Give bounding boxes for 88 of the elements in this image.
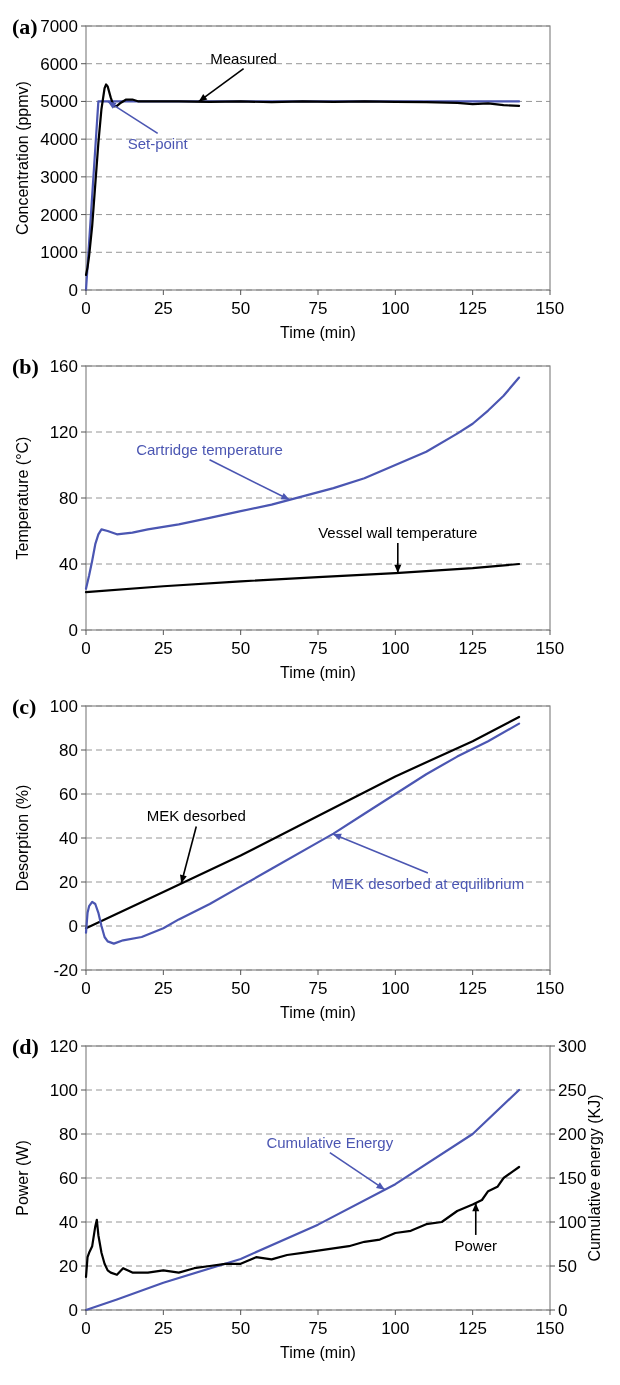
x-tick-label: 0 — [81, 639, 91, 658]
chart-title: (b) — [12, 354, 39, 379]
y2-tick-label: 0 — [558, 1300, 568, 1320]
legend-label: Power — [454, 1236, 498, 1254]
y2-tick-label: 100 — [558, 1212, 587, 1232]
y-tick-label: 5000 — [40, 92, 78, 112]
y-tick-label: 80 — [59, 740, 78, 760]
y2-axis-title: Cumulative energy (KJ) — [586, 1094, 603, 1262]
y-tick-label: 40 — [59, 554, 78, 574]
x-tick-label: 25 — [153, 299, 173, 318]
line-series — [84, 376, 521, 590]
x-axis-title: Time (min) — [280, 1344, 356, 1361]
y-axis-title: Temperature (°C) — [14, 436, 31, 560]
x-tick-label: 75 — [308, 639, 328, 658]
x-tick-label: 25 — [153, 639, 173, 658]
y-axis-title: Concentration (ppmv) — [14, 81, 31, 235]
x-tick-label: 0 — [81, 1319, 91, 1338]
x-tick-label: 100 — [381, 639, 410, 658]
y-tick-label: 160 — [49, 356, 78, 376]
line-series — [84, 83, 521, 277]
y2-tick-label: 150 — [558, 1168, 587, 1188]
y-tick-label: 0 — [68, 620, 78, 640]
x-tick-label: 125 — [458, 299, 487, 318]
x-tick-label: 50 — [231, 299, 251, 318]
line-series — [84, 1165, 521, 1279]
x-tick-label: 125 — [458, 1319, 487, 1338]
x-tick-label: 0 — [81, 299, 91, 318]
x-tick-label: 150 — [535, 1319, 565, 1338]
y-tick-label: 20 — [59, 1256, 78, 1276]
x-axis-title: Time (min) — [280, 1004, 356, 1021]
legend-label: Set-point — [127, 135, 189, 153]
series-label: Vessel wall temperature — [318, 523, 478, 541]
x-tick-label: 50 — [231, 979, 251, 998]
y-tick-label: 1000 — [40, 243, 78, 263]
series-label: Cumulative Energy — [266, 1133, 394, 1151]
x-tick-label: 75 — [308, 1319, 328, 1338]
x-tick-label: 75 — [308, 979, 328, 998]
y2-tick-label: 300 — [558, 1036, 587, 1056]
y2-tick-label: 50 — [558, 1256, 577, 1276]
y-tick-label: 100 — [49, 1080, 78, 1100]
x-tick-label: 50 — [231, 1319, 251, 1338]
x-tick-label: 150 — [535, 299, 565, 318]
y-tick-label: 40 — [59, 1212, 78, 1232]
text: Measured — [210, 49, 277, 67]
y-tick-label: 3000 — [40, 167, 78, 187]
y-tick-label: 6000 — [40, 54, 78, 74]
chart-title: (d) — [12, 1034, 39, 1059]
y2-tick-label: 250 — [558, 1080, 587, 1100]
y-tick-label: 7000 — [40, 16, 78, 36]
x-tick-label: 0 — [81, 979, 91, 998]
y-tick-label: 80 — [59, 1124, 78, 1144]
y-tick-label: 0 — [68, 916, 78, 936]
x-tick-label: 25 — [153, 1319, 173, 1338]
y-tick-label: 20 — [59, 872, 78, 892]
chart-title: (a) — [12, 14, 38, 39]
y-tick-label: 60 — [59, 784, 78, 804]
x-tick-label: 125 — [458, 979, 487, 998]
x-tick-label: 100 — [381, 1319, 410, 1338]
text: Cartridge temperature — [136, 440, 283, 458]
series-label: MEK desorbed — [146, 807, 246, 825]
y-tick-label: 80 — [59, 488, 78, 508]
y-tick-label: 2000 — [40, 205, 78, 225]
y-axis-title: Power (W) — [14, 1140, 31, 1216]
line-series — [84, 562, 521, 594]
y2-tick-label: 200 — [558, 1124, 587, 1144]
y-axis-title: Desorption (%) — [14, 784, 31, 892]
y-tick-label: 0 — [68, 280, 78, 300]
y-tick-label: 120 — [49, 422, 78, 442]
x-axis-title: Time (min) — [280, 324, 356, 341]
text: MEK desorbed at equilibrium — [331, 874, 525, 892]
chart-title: (c) — [12, 694, 37, 719]
x-tick-label: 150 — [535, 979, 565, 998]
y-tick-label: 100 — [49, 696, 78, 716]
line-series — [84, 1088, 521, 1312]
x-axis-title: Time (min) — [280, 664, 356, 681]
x-tick-label: 100 — [381, 299, 410, 318]
x-tick-label: 100 — [381, 979, 410, 998]
x-tick-label: 150 — [535, 639, 565, 658]
x-tick-label: 50 — [231, 639, 251, 658]
y-tick-label: -20 — [53, 960, 78, 980]
y-tick-label: 40 — [59, 828, 78, 848]
x-tick-label: 25 — [153, 979, 173, 998]
x-tick-label: 75 — [308, 299, 328, 318]
x-tick-label: 125 — [458, 639, 487, 658]
y-tick-label: 120 — [49, 1036, 78, 1056]
y-tick-label: 4000 — [40, 130, 78, 150]
y-tick-label: 60 — [59, 1168, 78, 1188]
y-tick-label: 0 — [68, 1300, 78, 1320]
